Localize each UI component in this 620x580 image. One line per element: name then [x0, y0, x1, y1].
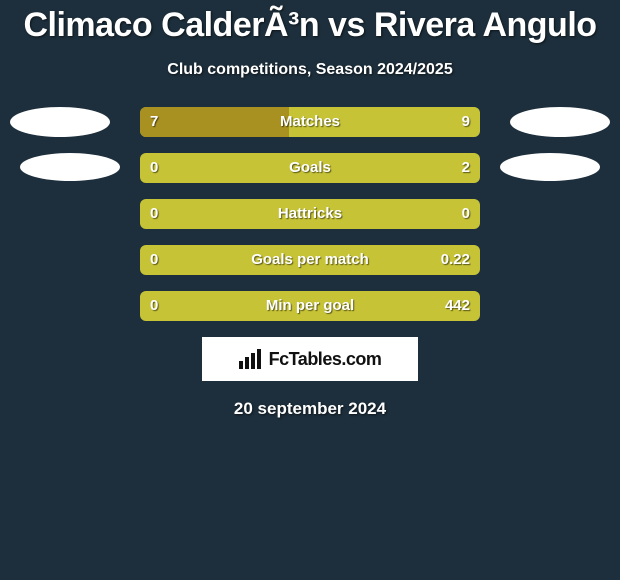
- rows-container: 79Matches 02Goals 00Hattricks 00.22Goals pe…: [0, 107, 620, 321]
- stat-row: 0442Min per goal: [0, 291, 620, 321]
- attribution-text: FcTables.com: [269, 349, 382, 370]
- comparison-chart: 79Matches 02Goals 00Hattricks 00.22Goals pe…: [0, 107, 620, 321]
- stat-row: 00Hattricks: [0, 199, 620, 229]
- date-label: 20 september 2024: [0, 399, 620, 419]
- bar-chart-icon: [239, 349, 263, 369]
- attribution-badge: FcTables.com: [202, 337, 418, 381]
- row-label: Hattricks: [140, 199, 480, 229]
- row-label: Goals per match: [140, 245, 480, 275]
- subtitle: Club competitions, Season 2024/2025: [0, 61, 620, 79]
- row-label: Matches: [140, 107, 480, 137]
- row-label: Goals: [140, 153, 480, 183]
- page-title: Climaco CalderÃ³n vs Rivera Angulo: [0, 0, 620, 45]
- comparison-card: Climaco CalderÃ³n vs Rivera Angulo Club …: [0, 0, 620, 580]
- stat-row: 79Matches: [0, 107, 620, 137]
- stat-row: 00.22Goals per match: [0, 245, 620, 275]
- stat-row: 02Goals: [0, 153, 620, 183]
- row-label: Min per goal: [140, 291, 480, 321]
